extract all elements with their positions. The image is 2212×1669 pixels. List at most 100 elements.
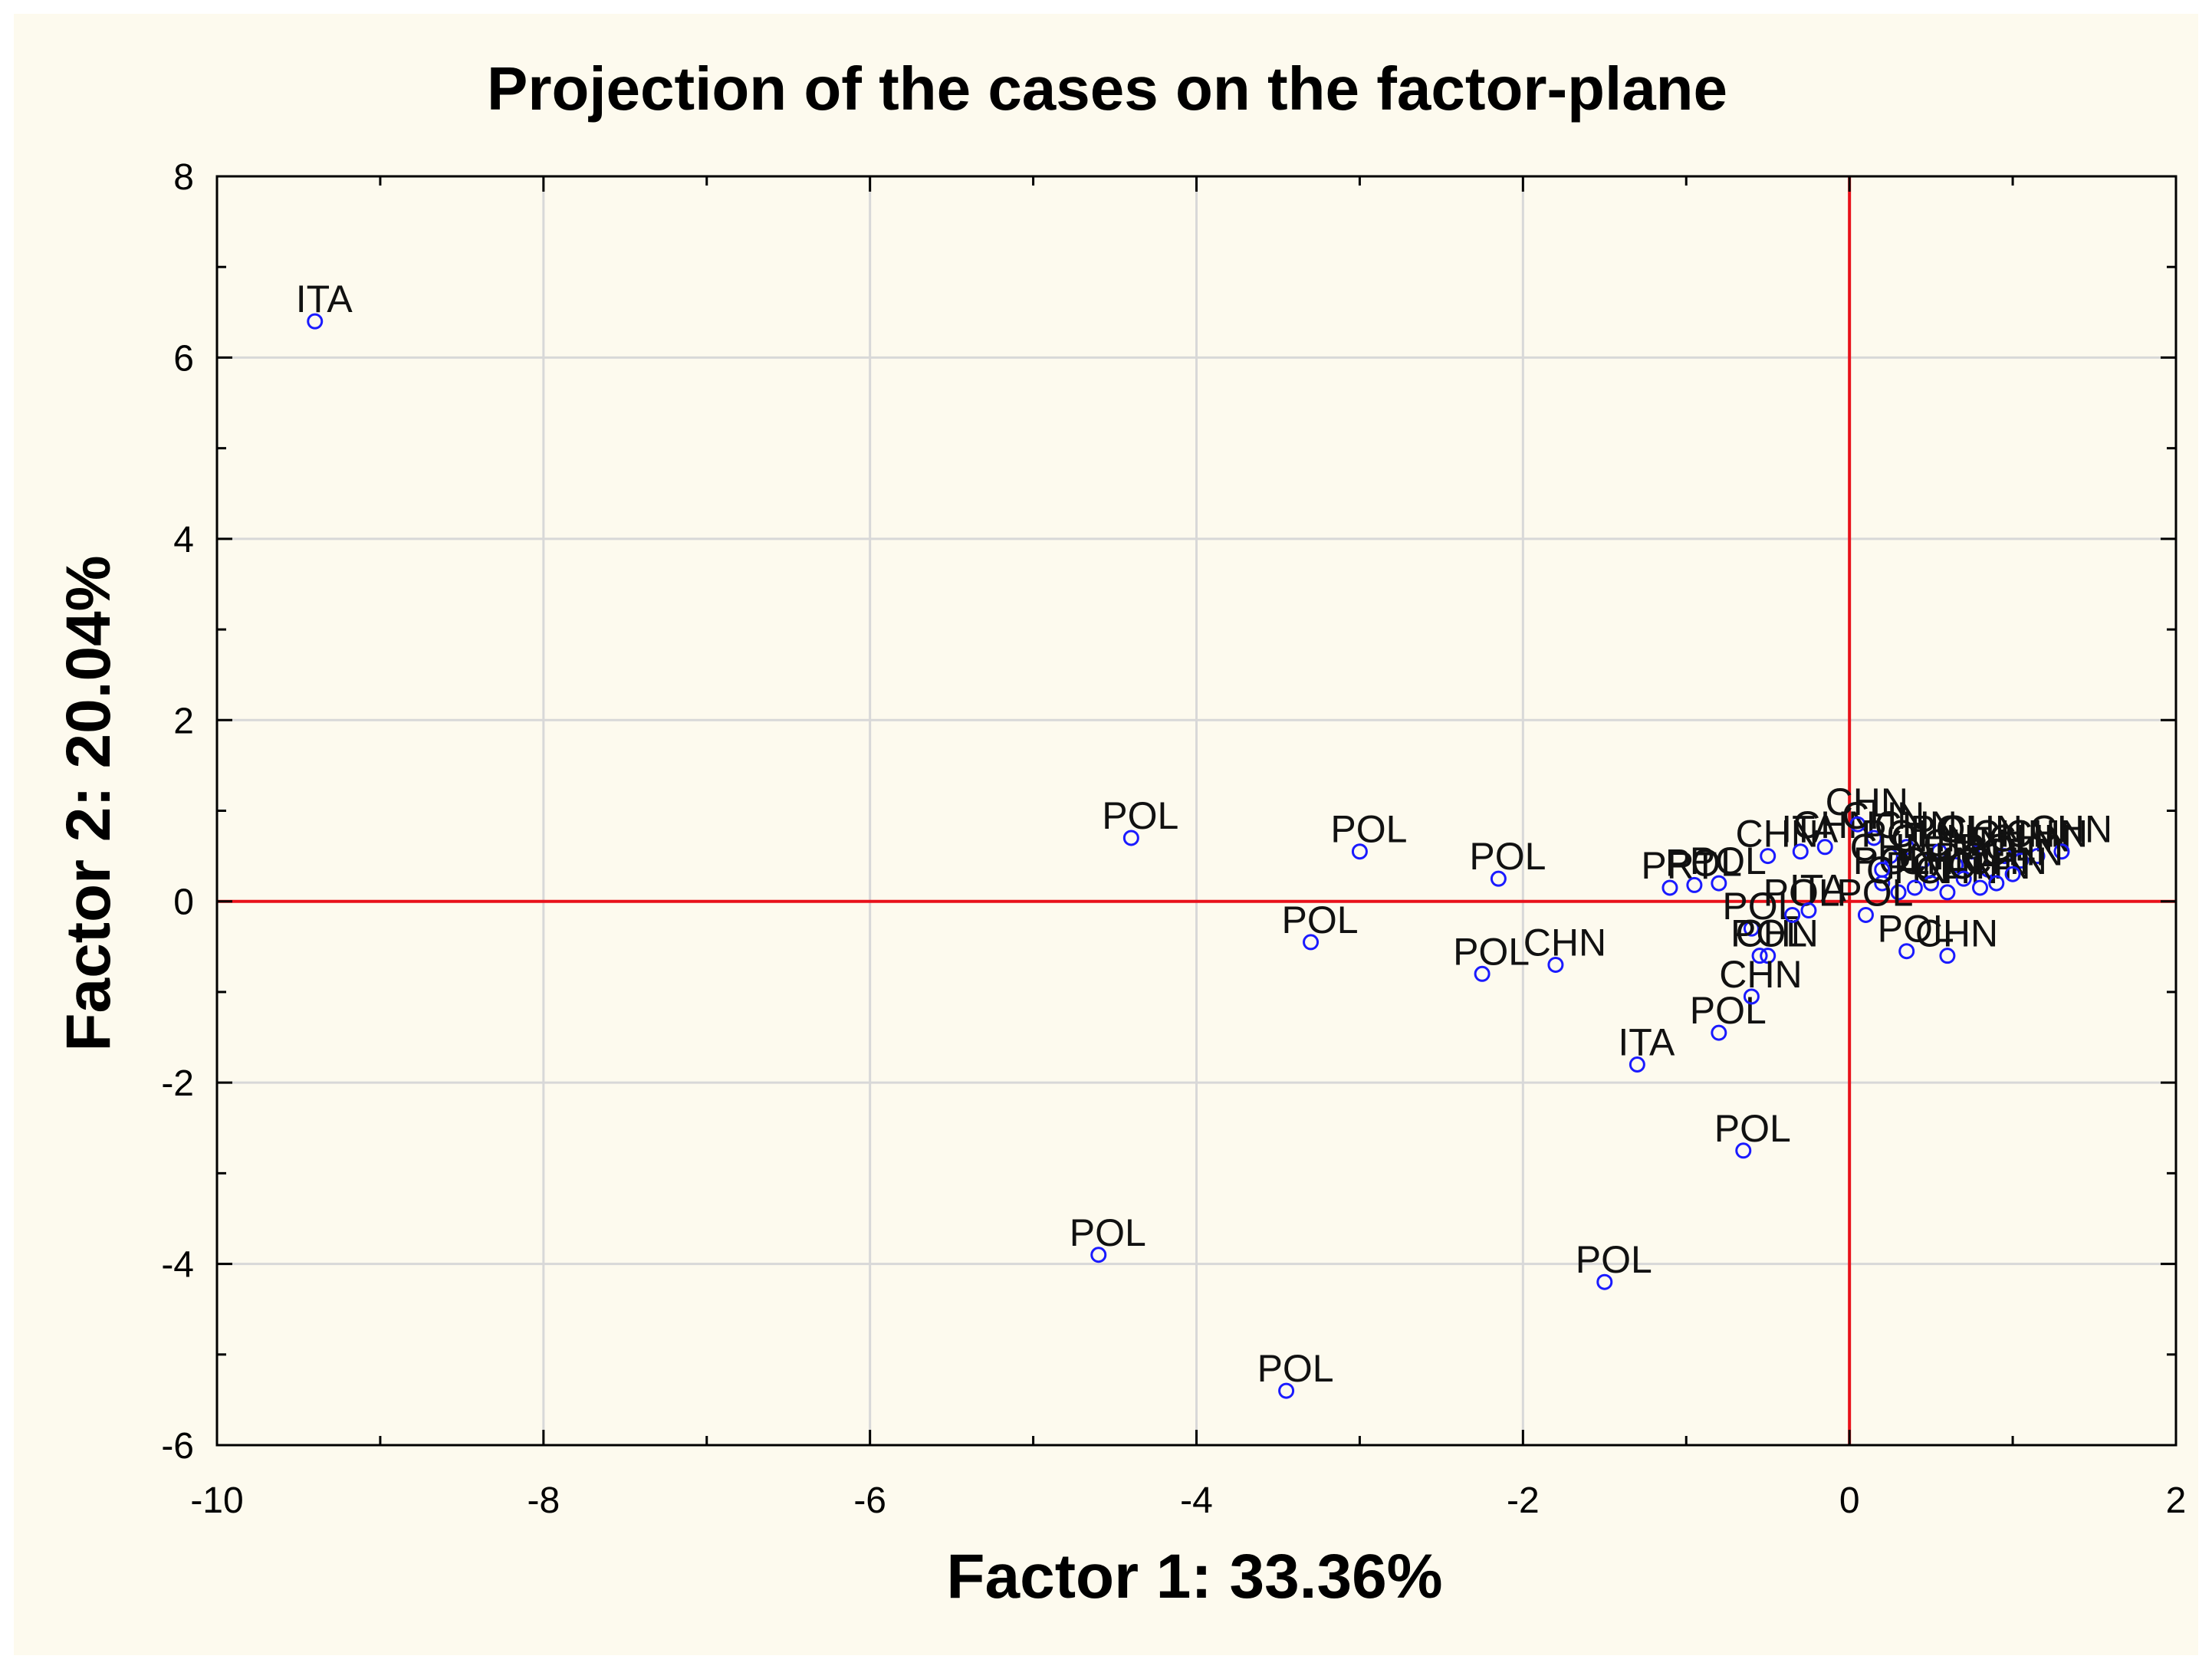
data-point-marker [2029, 848, 2046, 865]
data-point-marker [1964, 843, 1980, 860]
data-point-label: POL [1665, 841, 1742, 884]
data-point-label: CHN [2005, 813, 2088, 856]
y-tick-label: 0 [173, 882, 194, 923]
data-point-marker [2013, 853, 2030, 869]
data-point-marker [1972, 879, 1988, 896]
data-point-marker [1629, 1056, 1645, 1073]
data-point-marker [1931, 843, 1947, 860]
data-point-label: POL [1282, 899, 1359, 941]
data-point-label: POL [1102, 794, 1178, 837]
data-point-label: CHN [1826, 780, 1908, 823]
data-point-marker [1303, 934, 1320, 951]
data-point-label: POL [1690, 989, 1767, 1032]
data-point-marker [1906, 879, 1923, 896]
data-point-marker [1784, 906, 1801, 923]
x-tick-label: 0 [1839, 1480, 1860, 1521]
data-point-marker [1849, 816, 1866, 833]
x-tick-label: -6 [853, 1480, 886, 1521]
data-point-marker [1955, 870, 1972, 887]
data-point-label: POL [1910, 808, 1987, 851]
y-tick-label: 6 [173, 338, 194, 379]
data-point-marker [1865, 830, 1882, 846]
data-point-marker [1743, 920, 1760, 937]
data-point-marker [1996, 848, 2013, 865]
data-point-marker [1686, 876, 1703, 893]
data-point-label: ITA [296, 278, 353, 320]
data-point-label: CHN [1719, 953, 1802, 996]
data-point-marker [1711, 1024, 1727, 1041]
data-point-label: POL [1453, 930, 1530, 973]
data-point-label: POL [1330, 808, 1407, 851]
data-point-label: ITA [1781, 808, 1839, 851]
data-point-label: CHN [2030, 808, 2112, 851]
data-point-marker [1711, 875, 1727, 892]
data-point-marker [2053, 843, 2070, 860]
data-point-label: POL [1714, 1107, 1791, 1150]
data-point-marker [307, 313, 324, 330]
data-point-label: CHN [1915, 912, 1998, 955]
data-point-marker [1743, 988, 1760, 1005]
x-tick-label: -4 [1180, 1480, 1213, 1521]
y-tick-label: 8 [173, 157, 194, 198]
data-point-marker [1882, 848, 1898, 865]
data-point-marker [1792, 843, 1809, 860]
data-point-marker [1988, 875, 2005, 892]
data-point-marker [1547, 956, 1564, 973]
data-point-label: POL [1722, 885, 1799, 928]
x-tick-label: -10 [190, 1480, 243, 1521]
data-point-marker [1939, 948, 1956, 964]
data-point-label: CHN [1972, 813, 2055, 856]
data-point-label: ITA [1790, 867, 1847, 910]
data-point-label: POL [1070, 1211, 1146, 1254]
data-point-marker [1760, 948, 1777, 964]
chart-title: Projection of the cases on the factor-pl… [487, 54, 1727, 123]
data-point-label: CHN [1842, 794, 1924, 837]
data-point-marker [1915, 853, 1931, 869]
y-tick-label: -2 [161, 1063, 194, 1104]
data-point-label: CHN [1940, 808, 2023, 851]
y-tick-label: 4 [173, 520, 194, 560]
data-point-marker [1857, 906, 1874, 923]
data-point-marker [1278, 1382, 1295, 1399]
data-point-label: POL [1469, 835, 1546, 878]
data-point-label: POL [1878, 908, 1954, 951]
data-point-marker [1760, 848, 1777, 865]
data-point-marker [1490, 870, 1507, 887]
data-point-marker [2004, 866, 2021, 882]
data-point-label: PRT [1641, 844, 1717, 887]
data-point-label: CHN [1523, 921, 1606, 964]
x-axis-label: Factor 1: 33.36% [946, 1542, 1442, 1612]
data-point-marker [1898, 839, 1915, 856]
data-point-label: POL [1836, 871, 1913, 914]
data-point-label: CHN [1736, 813, 1819, 856]
y-tick-label: -4 [161, 1245, 194, 1286]
data-point-label: CHN [1980, 830, 2063, 873]
data-point-marker [1874, 861, 1891, 878]
scatter-chart: Projection of the cases on the factor-pl… [54, 54, 2187, 1612]
data-point-label: CHN [1898, 839, 1981, 882]
data-point-label: POL [1257, 1347, 1334, 1390]
data-point-marker [1816, 839, 1833, 856]
data-point-label: CHN [1736, 912, 1819, 955]
data-point-marker [1980, 861, 1997, 878]
x-tick-label: 2 [2166, 1480, 2187, 1521]
data-point-marker [1939, 884, 1956, 901]
data-point-marker [1947, 856, 1964, 873]
x-tick-label: -2 [1507, 1480, 1540, 1521]
data-point-marker [1090, 1247, 1107, 1263]
data-point-marker [1800, 902, 1817, 919]
data-point-label: CHN [1850, 826, 1933, 869]
data-point-label: CHN [1793, 803, 1875, 846]
y-tick-label: -6 [161, 1426, 194, 1467]
data-point-marker [1351, 843, 1368, 860]
y-axis-label: Factor 2: 20.04% [54, 555, 123, 1051]
data-point-marker [1898, 943, 1915, 960]
data-point-label: CHN [1923, 821, 2006, 864]
y-tick-label: 2 [173, 701, 194, 741]
data-point-label: POL [1934, 835, 2011, 878]
data-point-label: CHN [1875, 803, 1957, 846]
data-point-label: POL [1853, 839, 1930, 882]
data-point-label: CHN [1915, 849, 1998, 892]
data-point-label: POL [1690, 839, 1767, 882]
data-point-marker [1735, 1142, 1752, 1159]
